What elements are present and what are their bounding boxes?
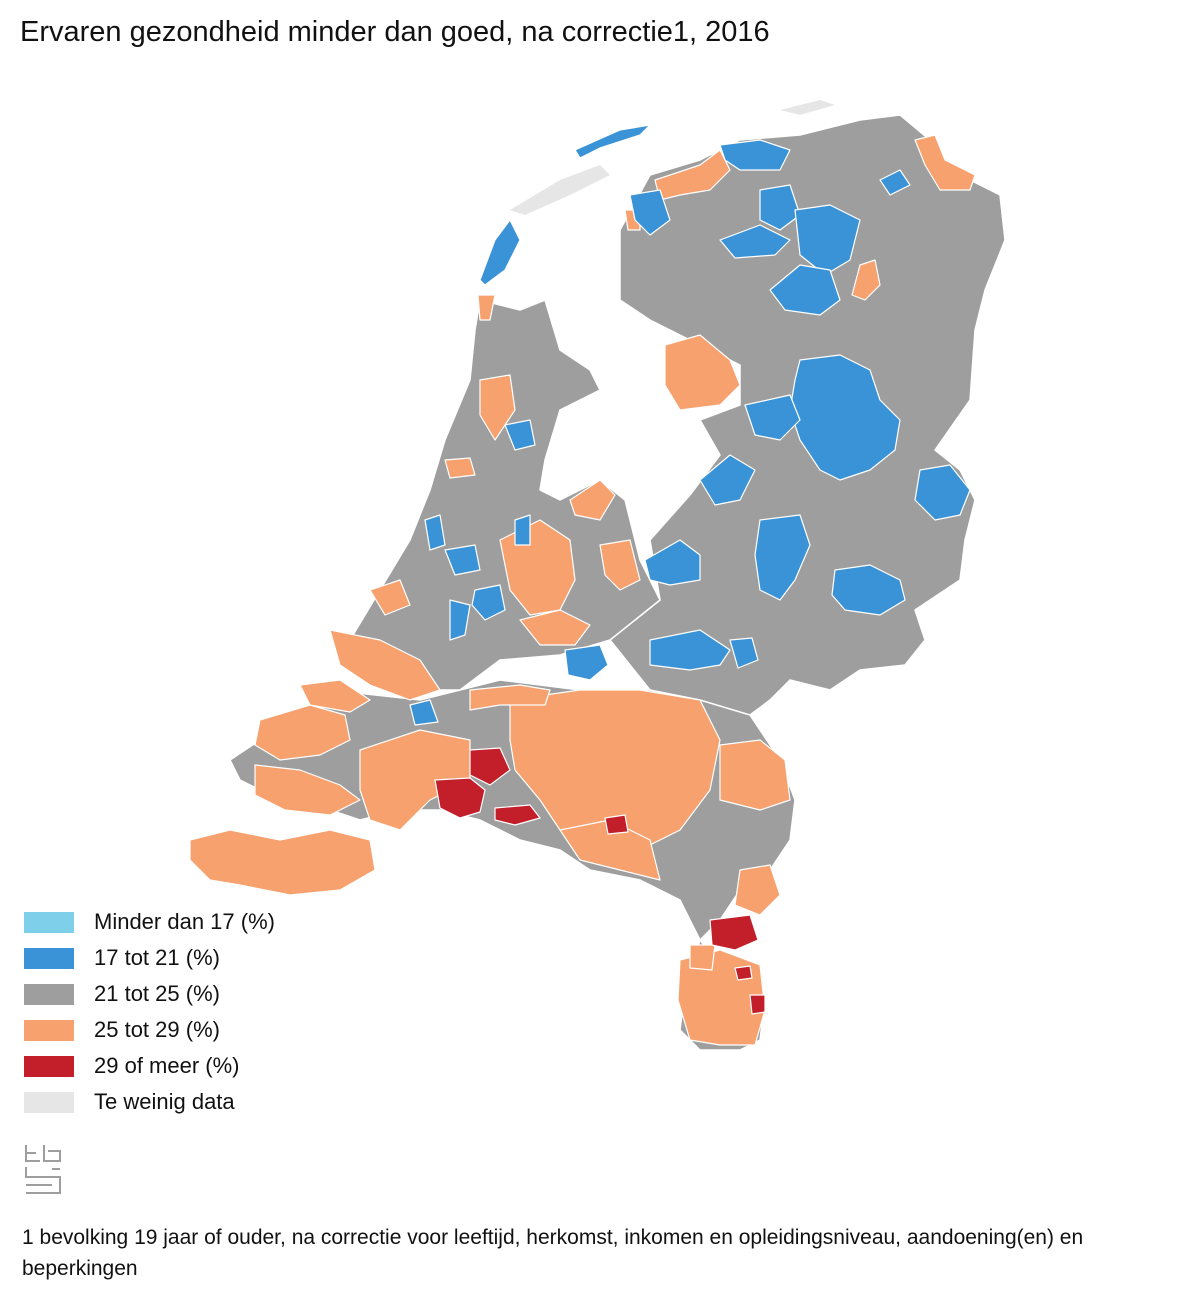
region-drenthe-spot	[851, 259, 881, 301]
region-wadden-sand-2	[780, 100, 835, 115]
region-gelderland-east	[729, 637, 759, 669]
legend-item: Minder dan 17 (%)	[24, 904, 275, 940]
region-brabant-east	[719, 739, 791, 811]
region-betuwe	[564, 644, 609, 681]
region-utrecht-blue	[514, 514, 531, 546]
region-fries-west	[629, 189, 671, 236]
region-gooi	[599, 539, 641, 591]
region-twente	[914, 464, 971, 521]
legend-label: Te weinig data	[94, 1089, 235, 1114]
region-zeeland-blue	[409, 699, 439, 726]
netherlands-municipality-map	[189, 100, 1006, 1051]
region-tilburg-spot	[604, 814, 629, 835]
legend-label: 17 tot 21 (%)	[94, 945, 220, 970]
category-25-29	[189, 134, 976, 1046]
region-baarle	[494, 804, 541, 826]
region-venlo-area	[709, 914, 759, 951]
region-fries-noord	[719, 139, 791, 171]
region-limburg-north	[734, 864, 781, 916]
legend-label: 29 of meer (%)	[94, 1053, 240, 1078]
region-fries-mid-1	[759, 184, 801, 231]
footnote: 1 bevolking 19 jaar of ouder, na correct…	[22, 1226, 1084, 1280]
map-title: Ervaren gezondheid minder dan goed, na c…	[20, 16, 770, 48]
region-gelderland-west	[644, 539, 701, 586]
region-utrecht-south	[519, 609, 591, 646]
region-zh-blue-3	[449, 599, 471, 641]
legend-swatch	[24, 1019, 74, 1041]
legend-item: 25 tot 29 (%)	[24, 1012, 275, 1048]
region-wadden-sand-1	[510, 165, 610, 215]
region-fries-mid-3	[794, 204, 861, 276]
region-limburg-red-1	[734, 965, 753, 981]
region-brabant-central	[509, 689, 721, 851]
region-zeeland-north	[254, 704, 351, 761]
region-nh-coast	[444, 457, 476, 479]
legend-swatch	[24, 911, 74, 933]
region-veluwe	[754, 514, 811, 601]
no-data-areas	[510, 100, 835, 215]
region-zeeland-mid	[254, 764, 361, 816]
region-zh-blue-4	[424, 514, 446, 551]
region-fries-south	[769, 264, 841, 316]
region-groningen-spot	[879, 169, 911, 196]
legend-label: 21 tot 25 (%)	[94, 981, 220, 1006]
region-achterhoek	[831, 564, 906, 616]
region-fries-mid-2	[719, 224, 791, 259]
category-29-plus	[434, 747, 766, 1015]
legend-swatch	[24, 1055, 74, 1077]
legend-item: 29 of meer (%)	[24, 1048, 275, 1084]
region-breda	[469, 747, 511, 786]
legend-item: 21 tot 25 (%)	[24, 976, 275, 1012]
legend-item: 17 tot 21 (%)	[24, 940, 275, 976]
legend-label: 25 tot 29 (%)	[94, 1017, 220, 1042]
region-zh-coast	[369, 579, 411, 616]
legend-item: Te weinig data	[24, 1084, 275, 1120]
region-salland	[699, 454, 756, 506]
region-overijssel-west	[744, 394, 801, 441]
legend-label: Minder dan 17 (%)	[94, 909, 275, 934]
region-zeeland-south	[189, 829, 376, 896]
region-vlieland	[574, 124, 651, 159]
region-den-helder	[477, 294, 496, 321]
map-legend: Minder dan 17 (%) 17 tot 21 (%) 21 tot 2…	[24, 904, 275, 1120]
region-zh-blue-2	[471, 584, 506, 621]
region-brabant-west	[359, 729, 471, 831]
category-17-21	[409, 124, 971, 726]
legend-swatch	[24, 1091, 74, 1113]
region-zeeland-island	[299, 679, 371, 713]
region-almere	[569, 479, 616, 521]
region-rivers	[469, 684, 551, 711]
cbs-logo	[25, 1145, 61, 1194]
region-zh-blue-1	[444, 544, 481, 576]
region-roosendaal	[434, 777, 486, 819]
region-texel	[479, 219, 521, 286]
region-limburg-red-2	[749, 994, 766, 1015]
region-nh-blue	[504, 419, 536, 451]
region-groningen-east	[914, 134, 976, 191]
region-zh-south	[329, 629, 441, 701]
region-noordoostpolder	[664, 334, 741, 411]
legend-swatch	[24, 983, 74, 1005]
legend-swatch	[24, 947, 74, 969]
region-limburg-mid	[689, 944, 716, 971]
region-nijmegen	[649, 629, 731, 671]
region-west	[349, 299, 661, 691]
